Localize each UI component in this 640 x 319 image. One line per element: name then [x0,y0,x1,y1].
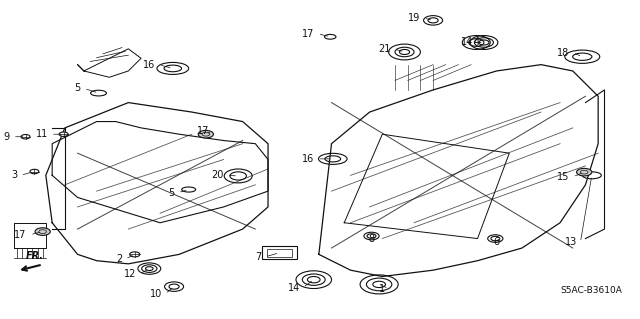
Text: 12: 12 [124,269,136,279]
Text: 5: 5 [168,188,175,198]
Text: 16: 16 [143,60,156,70]
Text: 15: 15 [557,172,570,182]
Circle shape [577,168,592,176]
Text: 10: 10 [150,289,162,299]
Text: 17: 17 [15,230,27,240]
Text: 18: 18 [557,48,570,58]
Text: 7: 7 [255,252,262,262]
Circle shape [130,252,140,257]
Bar [262,247,297,259]
Text: 11: 11 [35,129,48,139]
Text: FR.: FR. [26,251,44,261]
Text: 5: 5 [74,83,81,93]
Text: 8: 8 [368,234,374,244]
Text: 14: 14 [461,38,473,48]
Bar [268,249,292,256]
Text: 4: 4 [474,38,479,48]
Text: 19: 19 [408,13,420,23]
Circle shape [198,130,213,138]
Text: 1: 1 [380,284,385,293]
Text: 13: 13 [565,237,577,247]
Circle shape [59,132,68,137]
Text: S5AC-B3610A: S5AC-B3610A [560,286,622,295]
Text: 20: 20 [211,170,223,180]
Text: 21: 21 [378,44,390,54]
Circle shape [30,169,39,174]
Text: 2: 2 [116,254,122,264]
Text: 6: 6 [493,237,500,247]
Text: 14: 14 [287,283,300,293]
Text: 3: 3 [11,170,17,180]
Text: 17: 17 [196,126,209,136]
Text: 17: 17 [302,29,314,39]
Circle shape [21,135,30,139]
Text: 9: 9 [3,132,10,142]
Text: 16: 16 [302,154,314,164]
Circle shape [35,228,51,235]
